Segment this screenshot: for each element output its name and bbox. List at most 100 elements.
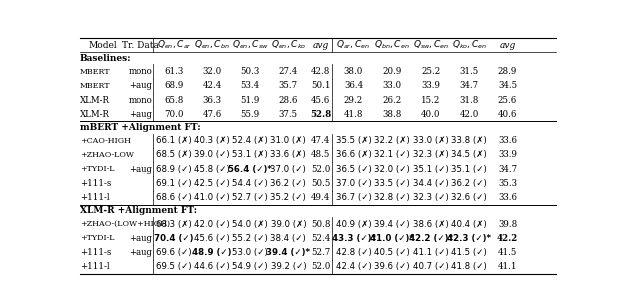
Text: 66.1 (✗): 66.1 (✗)	[156, 136, 192, 145]
Text: 40.7 (✓): 40.7 (✓)	[413, 262, 449, 271]
Text: 50.8: 50.8	[311, 220, 330, 229]
Text: +ZHAO-(LOW+HIGH): +ZHAO-(LOW+HIGH)	[80, 220, 170, 228]
Text: 29.2: 29.2	[344, 95, 363, 105]
Text: 40.9 (✗): 40.9 (✗)	[336, 220, 371, 229]
Text: 25.2: 25.2	[421, 67, 440, 76]
Text: 41.8 (✓): 41.8 (✓)	[451, 262, 487, 271]
Text: 53.1 (✗): 53.1 (✗)	[232, 150, 268, 159]
Text: 50.1: 50.1	[311, 81, 330, 90]
Text: 69.1 (✓): 69.1 (✓)	[156, 179, 192, 188]
Text: 38.0: 38.0	[344, 67, 364, 76]
Text: 32.3 (✓): 32.3 (✓)	[413, 193, 449, 202]
Text: 33.6: 33.6	[498, 136, 517, 145]
Text: 47.4: 47.4	[311, 136, 330, 145]
Text: 35.3: 35.3	[498, 179, 517, 188]
Text: 39.0 (✓): 39.0 (✓)	[194, 150, 230, 159]
Text: 36.2 (✓): 36.2 (✓)	[271, 179, 306, 188]
Text: 70.0: 70.0	[164, 110, 184, 119]
Text: 69.6 (✓): 69.6 (✓)	[156, 248, 192, 257]
Text: 55.9: 55.9	[241, 110, 260, 119]
Text: 55.2 (✓): 55.2 (✓)	[232, 234, 268, 243]
Text: $Q_{en},C_{bn}$: $Q_{en},C_{bn}$	[194, 39, 230, 51]
Text: +111-l: +111-l	[80, 193, 109, 202]
Text: +111-s: +111-s	[80, 179, 111, 188]
Text: 15.2: 15.2	[421, 95, 440, 105]
Text: 50.5: 50.5	[311, 179, 330, 188]
Text: $Q_{sw},C_{en}$: $Q_{sw},C_{en}$	[413, 39, 449, 51]
Text: mBERT +Alignment FT:: mBERT +Alignment FT:	[80, 123, 201, 132]
Text: 39.0 (✗): 39.0 (✗)	[271, 220, 306, 229]
Text: 42.4 (✓): 42.4 (✓)	[335, 262, 371, 271]
Text: 39.4 (✓): 39.4 (✓)	[374, 220, 410, 229]
Text: Model: Model	[89, 41, 117, 50]
Text: 36.4: 36.4	[344, 81, 363, 90]
Text: XLM-R: XLM-R	[80, 95, 110, 105]
Text: 42.5 (✓): 42.5 (✓)	[194, 179, 230, 188]
Text: 34.7: 34.7	[498, 165, 517, 174]
Text: mono: mono	[129, 67, 152, 76]
Text: 39.4 (✓)*: 39.4 (✓)*	[266, 248, 310, 257]
Text: 26.2: 26.2	[382, 95, 402, 105]
Text: XLM-R: XLM-R	[80, 110, 110, 119]
Text: 40.0: 40.0	[421, 110, 440, 119]
Text: 47.6: 47.6	[202, 110, 221, 119]
Text: 33.6 (✗): 33.6 (✗)	[271, 150, 306, 159]
Text: 40.6: 40.6	[498, 110, 517, 119]
Text: +111-l: +111-l	[80, 262, 109, 271]
Text: MBERT: MBERT	[80, 82, 111, 90]
Text: 45.8 (✓): 45.8 (✓)	[194, 165, 230, 174]
Text: 44.6 (✓): 44.6 (✓)	[194, 262, 230, 271]
Text: 28.6: 28.6	[278, 95, 298, 105]
Text: 33.6: 33.6	[498, 193, 517, 202]
Text: 68.3 (✗): 68.3 (✗)	[156, 220, 192, 229]
Text: XLM-R +Alignment FT:: XLM-R +Alignment FT:	[80, 206, 197, 215]
Text: $Q_{bn},C_{en}$: $Q_{bn},C_{en}$	[374, 39, 410, 51]
Text: 41.5 (✓): 41.5 (✓)	[451, 248, 487, 257]
Text: 65.8: 65.8	[164, 95, 184, 105]
Text: 32.0 (✓): 32.0 (✓)	[374, 165, 410, 174]
Text: 37.0 (✓): 37.0 (✓)	[271, 165, 306, 174]
Text: 35.1 (✓): 35.1 (✓)	[451, 165, 487, 174]
Text: 33.9: 33.9	[498, 150, 517, 159]
Text: 32.2 (✗): 32.2 (✗)	[374, 136, 410, 145]
Text: 36.5 (✓): 36.5 (✓)	[335, 165, 371, 174]
Text: 52.0: 52.0	[311, 165, 330, 174]
Text: 39.8: 39.8	[498, 220, 517, 229]
Text: 28.9: 28.9	[498, 67, 517, 76]
Text: +111-s: +111-s	[80, 248, 111, 257]
Text: Tr. Data: Tr. Data	[122, 41, 159, 50]
Text: 49.4: 49.4	[311, 193, 330, 202]
Text: 42.2: 42.2	[497, 234, 518, 243]
Text: 36.3: 36.3	[202, 95, 221, 105]
Text: 52.4 (✗): 52.4 (✗)	[232, 136, 268, 145]
Text: 52.7: 52.7	[311, 248, 330, 257]
Text: 68.5 (✗): 68.5 (✗)	[156, 150, 192, 159]
Text: 54.4 (✓): 54.4 (✓)	[232, 179, 268, 188]
Text: 40.4 (✗): 40.4 (✗)	[451, 220, 487, 229]
Text: 54.0 (✗): 54.0 (✗)	[232, 220, 268, 229]
Text: 32.6 (✓): 32.6 (✓)	[451, 193, 487, 202]
Text: 35.5 (✗): 35.5 (✗)	[335, 136, 371, 145]
Text: +aug: +aug	[129, 234, 152, 243]
Text: 41.0 (✓)*: 41.0 (✓)*	[370, 234, 414, 243]
Text: 56.4 (✓)*: 56.4 (✓)*	[228, 165, 272, 174]
Text: 53.4: 53.4	[241, 81, 260, 90]
Text: MBERT: MBERT	[80, 67, 111, 76]
Text: 68.9: 68.9	[164, 81, 184, 90]
Text: 45.6: 45.6	[311, 95, 330, 105]
Text: 43.3 (✓)*: 43.3 (✓)*	[332, 234, 376, 243]
Text: 45.6 (✓): 45.6 (✓)	[194, 234, 230, 243]
Text: 34.4 (✓): 34.4 (✓)	[413, 179, 449, 188]
Text: +TYDI-L: +TYDI-L	[80, 234, 115, 242]
Text: 32.1 (✓): 32.1 (✓)	[374, 150, 410, 159]
Text: 35.2 (✓): 35.2 (✓)	[271, 193, 306, 202]
Text: 51.9: 51.9	[241, 95, 260, 105]
Text: 42.3 (✓)*: 42.3 (✓)*	[447, 234, 492, 243]
Text: 32.0: 32.0	[202, 67, 221, 76]
Text: 41.1: 41.1	[498, 262, 517, 271]
Text: +TYDI-L: +TYDI-L	[80, 165, 115, 173]
Text: 32.3 (✗): 32.3 (✗)	[413, 150, 449, 159]
Text: 25.6: 25.6	[498, 95, 517, 105]
Text: 42.8: 42.8	[311, 67, 330, 76]
Text: 38.4 (✓): 38.4 (✓)	[271, 234, 306, 243]
